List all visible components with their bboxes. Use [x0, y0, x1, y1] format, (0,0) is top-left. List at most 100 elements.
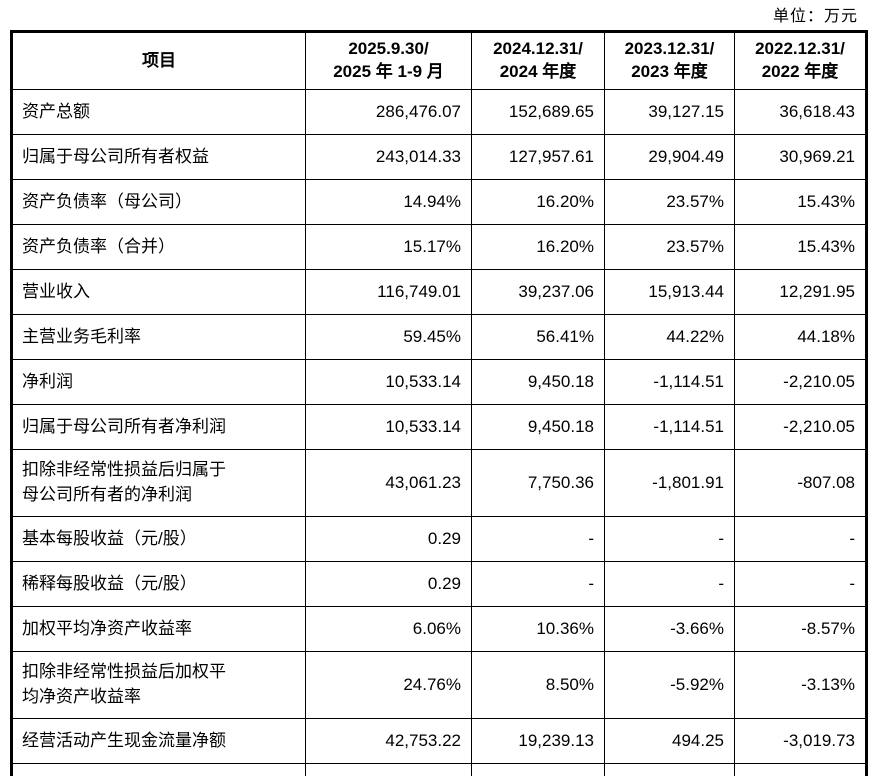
- cell-value: 16.20%: [471, 224, 605, 270]
- cell-value: 44.18%: [734, 314, 867, 360]
- table-row: 扣除非经常性损益后加权平 均净资产收益率 24.76% 8.50% -5.92% -3.…: [11, 651, 867, 719]
- row-label: 现金分红: [11, 763, 306, 776]
- cell-value: -: [604, 763, 735, 776]
- row-label: 加权平均净资产收益率: [11, 606, 306, 652]
- row-label: 归属于母公司所有者净利润: [11, 404, 306, 450]
- row-label: 资产总额: [11, 89, 306, 135]
- cell-value: 15.17%: [305, 224, 472, 270]
- cell-value: 116,749.01: [305, 269, 472, 315]
- row-label: 扣除非经常性损益后加权平 均净资产收益率: [11, 651, 306, 719]
- table-row: 基本每股收益（元/股） 0.29- - -: [11, 516, 867, 562]
- column-header-period-2: 2023.12.31/ 2023 年度: [604, 31, 735, 90]
- cell-value: -: [471, 763, 605, 776]
- table-row: 扣除非经常性损益后归属于 母公司所有者的净利润 43,061.23 7,750.36…: [11, 449, 867, 517]
- column-header-item: 项目: [11, 31, 306, 90]
- cell-value: 494.25: [604, 718, 735, 764]
- table-row: 现金分红----: [11, 763, 867, 776]
- cell-value: 286,476.07: [305, 89, 472, 135]
- cell-value: 10.36%: [471, 606, 605, 652]
- table-row: 主营业务毛利率 59.45% 56.41% 44.22% 44.18%: [11, 314, 867, 360]
- cell-value: 6.06%: [305, 606, 472, 652]
- table-row: 归属于母公司所有者净利润 10,533.14 9,450.18 -1,114.51 -2…: [11, 404, 867, 450]
- table-row: 资产负债率（母公司） 14.94% 16.20% 23.57% 15.43%: [11, 179, 867, 225]
- cell-value: 8.50%: [471, 651, 605, 719]
- cell-value: 127,957.61: [471, 134, 605, 180]
- table-row: 归属于母公司所有者权益 243,014.33 127,957.61 29,904.49…: [11, 134, 867, 180]
- cell-value: -2,210.05: [734, 359, 867, 405]
- cell-value: -3.66%: [604, 606, 735, 652]
- cell-value: 24.76%: [305, 651, 472, 719]
- cell-value: 56.41%: [471, 314, 605, 360]
- cell-value: -: [734, 561, 867, 607]
- cell-value: 15.43%: [734, 179, 867, 225]
- row-label: 净利润: [11, 359, 306, 405]
- cell-value: 44.22%: [604, 314, 735, 360]
- row-label: 经营活动产生现金流量净额: [11, 718, 306, 764]
- cell-value: 9,450.18: [471, 359, 605, 405]
- cell-value: -3,019.73: [734, 718, 867, 764]
- row-label: 主营业务毛利率: [11, 314, 306, 360]
- cell-value: -: [305, 763, 472, 776]
- column-header-period-1: 2024.12.31/ 2024 年度: [471, 31, 605, 90]
- table-body: 资产总额 286,476.07 152,689.65 39,127.15 36,618.…: [11, 89, 867, 776]
- row-label: 资产负债率（母公司）: [11, 179, 306, 225]
- cell-value: 12,291.95: [734, 269, 867, 315]
- cell-value: 23.57%: [604, 179, 735, 225]
- financial-summary-table: 项目 2025.9.30/ 2025 年 1-9 月 2024.12.31/ 202…: [10, 30, 868, 776]
- cell-value: -: [604, 516, 735, 562]
- cell-value: 23.57%: [604, 224, 735, 270]
- cell-value: 10,533.14: [305, 359, 472, 405]
- cell-value: 39,237.06: [471, 269, 605, 315]
- cell-value: 0.29: [305, 516, 472, 562]
- row-label: 归属于母公司所有者权益: [11, 134, 306, 180]
- row-label: 扣除非经常性损益后归属于 母公司所有者的净利润: [11, 449, 306, 517]
- cell-value: -8.57%: [734, 606, 867, 652]
- cell-value: -1,114.51: [604, 359, 735, 405]
- table-row: 营业收入 116,749.01 39,237.06 15,913.44 12,291.9…: [11, 269, 867, 315]
- cell-value: 15,913.44: [604, 269, 735, 315]
- cell-value: -3.13%: [734, 651, 867, 719]
- cell-value: 29,904.49: [604, 134, 735, 180]
- column-header-period-3: 2022.12.31/ 2022 年度: [734, 31, 867, 90]
- unit-label: 单位：万元: [772, 8, 858, 25]
- cell-value: -: [604, 561, 735, 607]
- cell-value: 42,753.22: [305, 718, 472, 764]
- cell-value: 152,689.65: [471, 89, 605, 135]
- cell-value: 16.20%: [471, 179, 605, 225]
- cell-value: 0.29: [305, 561, 472, 607]
- cell-value: -1,801.91: [604, 449, 735, 517]
- table-head: 项目 2025.9.30/ 2025 年 1-9 月 2024.12.31/ 202…: [11, 31, 867, 90]
- cell-value: 14.94%: [305, 179, 472, 225]
- cell-value: -: [471, 561, 605, 607]
- row-label: 营业收入: [11, 269, 306, 315]
- cell-value: 9,450.18: [471, 404, 605, 450]
- cell-value: -807.08: [734, 449, 867, 517]
- row-label: 基本每股收益（元/股）: [11, 516, 306, 562]
- cell-value: 39,127.15: [604, 89, 735, 135]
- cell-value: -: [471, 516, 605, 562]
- cell-value: 43,061.23: [305, 449, 472, 517]
- cell-value: -2,210.05: [734, 404, 867, 450]
- cell-value: 19,239.13: [471, 718, 605, 764]
- cell-value: 30,969.21: [734, 134, 867, 180]
- table-row: 稀释每股收益（元/股） 0.29- - -: [11, 561, 867, 607]
- cell-value: -5.92%: [604, 651, 735, 719]
- table-row: 经营活动产生现金流量净额 42,753.22 19,239.13 494.25 -3,0…: [11, 718, 867, 764]
- cell-value: 36,618.43: [734, 89, 867, 135]
- column-header-period-0: 2025.9.30/ 2025 年 1-9 月: [305, 31, 472, 90]
- table-header-row: 项目 2025.9.30/ 2025 年 1-9 月 2024.12.31/ 202…: [11, 31, 867, 90]
- cell-value: 15.43%: [734, 224, 867, 270]
- cell-value: -1,114.51: [604, 404, 735, 450]
- cell-value: 10,533.14: [305, 404, 472, 450]
- table-row: 资产总额 286,476.07 152,689.65 39,127.15 36,618.…: [11, 89, 867, 135]
- cell-value: 59.45%: [305, 314, 472, 360]
- table-row: 资产负债率（合并） 15.17% 16.20% 23.57% 15.43%: [11, 224, 867, 270]
- row-label: 资产负债率（合并）: [11, 224, 306, 270]
- table-row: 净利润 10,533.14 9,450.18 -1,114.51 -2,210.05: [11, 359, 867, 405]
- table-row: 加权平均净资产收益率 6.06% 10.36% -3.66% -8.57%: [11, 606, 867, 652]
- cell-value: -: [734, 516, 867, 562]
- cell-value: 243,014.33: [305, 134, 472, 180]
- cell-value: -: [734, 763, 867, 776]
- row-label: 稀释每股收益（元/股）: [11, 561, 306, 607]
